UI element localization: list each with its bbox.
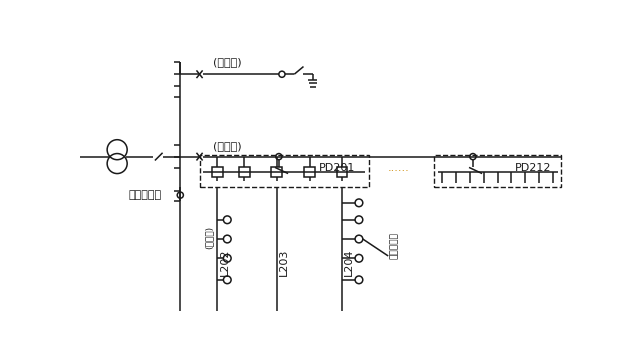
Bar	[304, 167, 315, 177]
Bar	[337, 167, 347, 177]
Text: (放射式): (放射式)	[204, 226, 213, 249]
Text: (树干式): (树干式)	[213, 141, 242, 151]
Bar	[199, 155, 369, 188]
Text: L204: L204	[344, 248, 354, 276]
Text: L202: L202	[220, 248, 230, 276]
Text: ......: ......	[388, 163, 410, 173]
Text: (放射式): (放射式)	[213, 57, 242, 67]
Text: 插接式母线: 插接式母线	[390, 232, 399, 258]
Bar	[271, 167, 282, 177]
Text: PD201: PD201	[319, 163, 355, 173]
Bar	[239, 167, 250, 177]
Text: PD212: PD212	[515, 163, 552, 173]
Text: L203: L203	[279, 248, 289, 276]
Bar	[435, 155, 562, 188]
Text: 低压配电柜: 低压配电柜	[129, 190, 162, 200]
Bar	[212, 167, 223, 177]
